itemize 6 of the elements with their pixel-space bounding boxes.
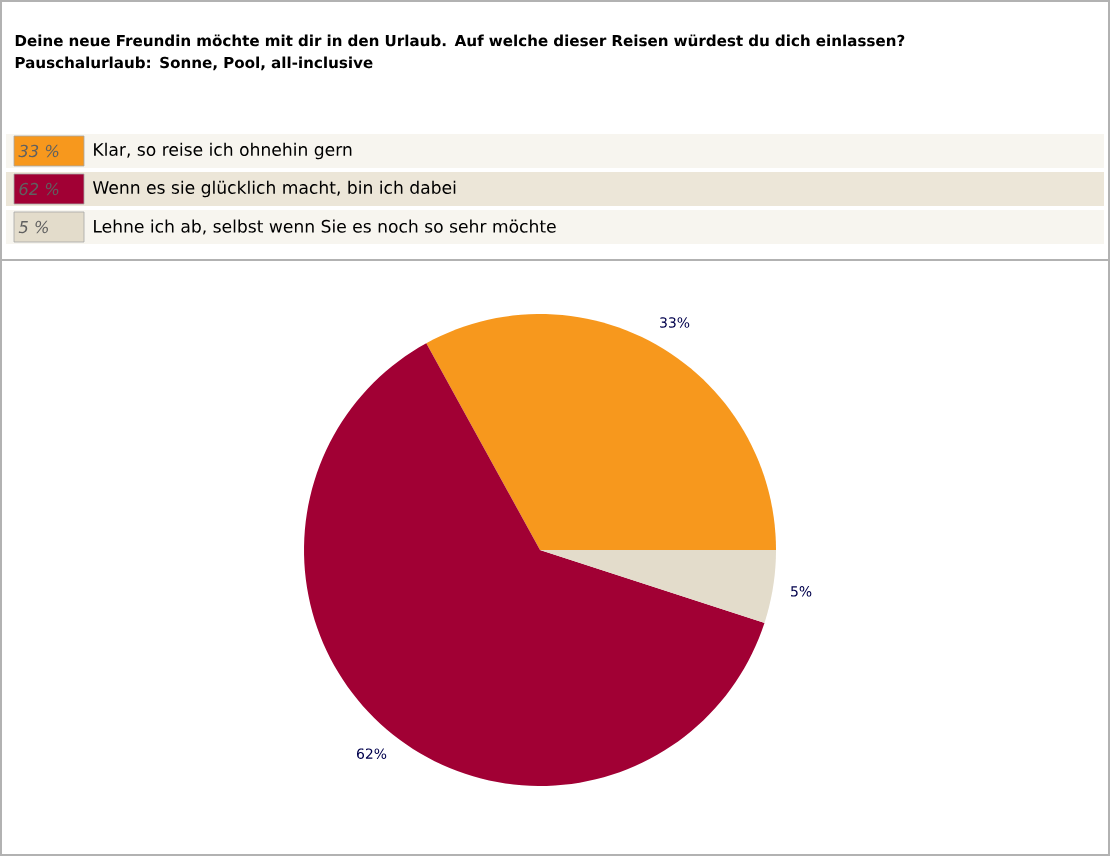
text: 62 % [19,182,59,196]
text: 5 % [18,220,48,234]
legend-label: Lehne ich ab, selbst wenn Sie es noch so sehr möchte [94,219,556,235]
legend-label: Wenn es sie glücklich macht, bin ich dabei [92,180,456,198]
text: 33 % [18,144,59,158]
legend-label: Klar, so reise ich ohnehin gern [94,142,352,160]
